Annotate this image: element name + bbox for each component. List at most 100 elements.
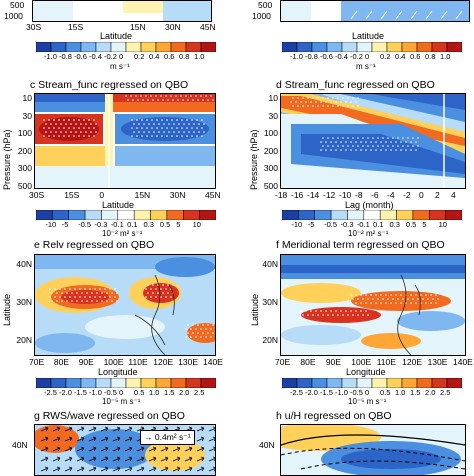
significance-dot	[177, 99, 179, 101]
significance-dot	[385, 302, 387, 304]
significance-dot	[207, 324, 209, 326]
panel-e-xtick: 70E	[29, 357, 45, 367]
panel-c-xlabel: Latitude	[102, 200, 135, 210]
significance-dot	[58, 127, 60, 129]
significance-dot	[357, 145, 359, 147]
panel-e-colorbar-swatch	[155, 378, 172, 388]
panel-e-colorbar-label: 1.5	[164, 388, 175, 397]
significance-dot	[106, 292, 108, 294]
top-right-colorbar-swatch	[431, 42, 448, 52]
significance-dot	[45, 123, 47, 125]
panel-d-colorbar-swatch	[330, 210, 348, 220]
panel-e-colorbar-swatch	[65, 378, 82, 388]
significance-dot	[357, 105, 359, 107]
wave-activity-arrow	[136, 456, 145, 462]
top-right-colorbar-label: -1.0	[290, 52, 303, 61]
significance-dot	[94, 296, 96, 298]
significance-dot	[114, 296, 116, 298]
top-right-colorbar-swatch	[416, 42, 433, 52]
wave-activity-arrow	[88, 466, 97, 472]
significance-dot	[310, 310, 312, 312]
significance-dot	[395, 294, 397, 296]
significance-dot	[400, 294, 402, 296]
significance-dot	[188, 123, 190, 125]
panel-g-ytick: 40N	[12, 440, 28, 450]
panel-e-xtick: 110E	[128, 357, 148, 367]
significance-dot	[342, 97, 344, 99]
significance-dot	[93, 119, 95, 121]
significance-dot	[84, 288, 86, 290]
panel-e-xtick: 80E	[53, 357, 69, 367]
significance-dot	[186, 119, 188, 121]
significance-dot	[355, 294, 357, 296]
significance-dot	[330, 101, 332, 103]
panel-d-colorbar-swatch	[396, 210, 414, 220]
top-left-colorbar-swatch	[125, 42, 142, 52]
significance-dot	[157, 292, 159, 294]
significance-dot	[190, 336, 192, 338]
top-left-colorbar	[36, 42, 216, 52]
panel-f-colorbar-label: -1.5	[320, 388, 333, 397]
significance-dot	[165, 288, 167, 290]
significance-dot	[185, 95, 187, 97]
significance-dot	[130, 95, 132, 97]
panel-a-ptick-1000: 1000	[4, 11, 23, 21]
significance-dot	[63, 119, 65, 121]
panel-d-colorbar-label: -0.5	[324, 220, 338, 229]
panel-f-xtick: 110E	[376, 357, 396, 367]
significance-dot	[198, 131, 200, 133]
top-left-colorbar-swatch	[65, 42, 82, 52]
significance-dot	[158, 131, 160, 133]
panel-f-colorbar-label: 2.5	[440, 388, 451, 397]
panel-c-colorbar-label: 0.1	[127, 220, 138, 229]
significance-dot	[352, 137, 354, 139]
significance-dot	[188, 131, 190, 133]
significance-dot	[132, 99, 134, 101]
significance-dot	[210, 336, 212, 338]
significance-dot	[437, 298, 439, 300]
significance-dot	[352, 314, 354, 316]
significance-dot	[147, 292, 149, 294]
significance-dot	[143, 131, 145, 133]
panel-c-title: c Stream_func regressed on QBO	[30, 79, 189, 91]
significance-dot	[380, 302, 382, 304]
significance-dot	[357, 97, 359, 99]
significance-dot	[400, 302, 402, 304]
significance-dot	[50, 123, 52, 125]
significance-dot	[138, 123, 140, 125]
significance-dot	[295, 101, 297, 103]
significance-dot	[86, 300, 88, 302]
top-right-colorbar-label: -0.2	[350, 52, 363, 61]
wave-activity-arrow	[208, 466, 215, 472]
significance-dot	[330, 310, 332, 312]
significance-dot	[53, 127, 55, 129]
significance-dot	[111, 300, 113, 302]
top-right-colorbar-swatch	[371, 42, 388, 52]
panel-d-colorbar-unit: 10⁻² m² s⁻¹	[348, 229, 389, 238]
significance-dot	[85, 131, 87, 133]
significance-dot	[160, 296, 162, 298]
panel-f-colorbar-swatch	[386, 378, 403, 388]
significance-dot	[340, 101, 342, 103]
panel-e-colorbar-label: 2.5	[194, 388, 205, 397]
significance-dot	[133, 131, 135, 133]
panel-d-colorbar-swatch	[282, 210, 299, 220]
significance-dot	[197, 324, 199, 326]
significance-dot	[335, 101, 337, 103]
significance-dot	[150, 288, 152, 290]
significance-dot	[387, 137, 389, 139]
top-left-colorbar-label: 0.4	[149, 52, 160, 61]
wave-activity-arrow	[100, 466, 109, 472]
panel-h-field	[281, 425, 465, 475]
wave-activity-arrow	[208, 426, 215, 432]
panel-b-plot	[280, 0, 470, 22]
significance-dot	[317, 97, 319, 99]
significance-dot	[340, 310, 342, 312]
significance-dot	[91, 292, 93, 294]
top-left-colorbar-swatch	[140, 42, 157, 52]
panel-d-colorbar-label: 0.5	[405, 220, 417, 229]
panel-f-xtick: 100E	[351, 357, 372, 367]
significance-dot	[187, 99, 189, 101]
significance-dot	[170, 95, 172, 97]
significance-dot	[176, 135, 178, 137]
